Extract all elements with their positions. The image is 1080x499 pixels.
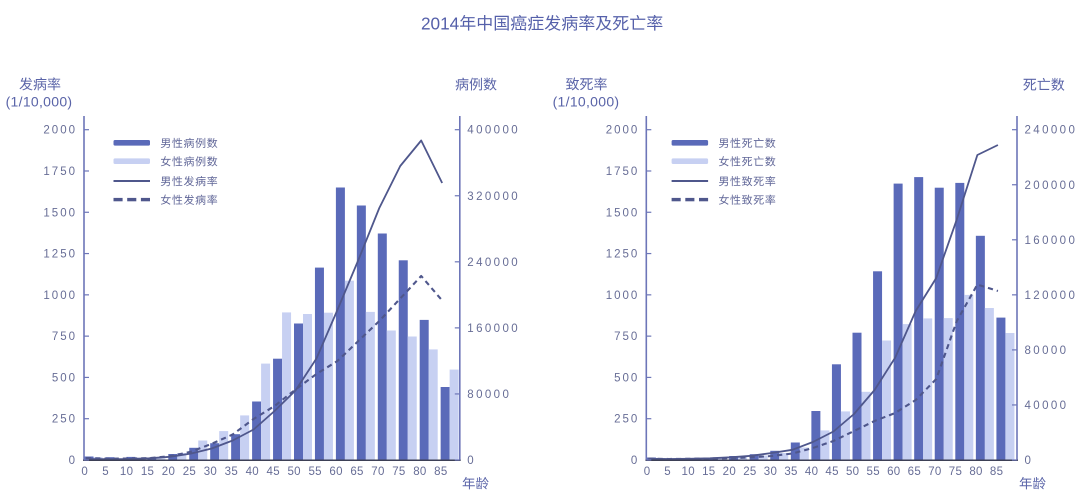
svg-text:25: 25 bbox=[183, 466, 196, 478]
svg-text:40: 40 bbox=[246, 466, 259, 478]
svg-text:85: 85 bbox=[990, 466, 1003, 478]
svg-text:120000: 120000 bbox=[1025, 290, 1078, 302]
svg-text:320000: 320000 bbox=[467, 191, 520, 203]
svg-text:1250: 1250 bbox=[43, 249, 77, 261]
svg-text:25: 25 bbox=[743, 466, 756, 478]
svg-text:500: 500 bbox=[52, 372, 77, 384]
svg-text:0: 0 bbox=[81, 466, 88, 478]
svg-text:750: 750 bbox=[52, 331, 77, 343]
svg-text:0: 0 bbox=[1025, 455, 1034, 467]
svg-text:80: 80 bbox=[413, 466, 426, 478]
svg-text:70: 70 bbox=[371, 466, 384, 478]
svg-text:240000: 240000 bbox=[467, 257, 520, 269]
svg-text:65: 65 bbox=[908, 466, 921, 478]
svg-text:70: 70 bbox=[928, 466, 941, 478]
svg-text:40000: 40000 bbox=[1025, 400, 1069, 412]
svg-text:50: 50 bbox=[287, 466, 300, 478]
svg-text:1000: 1000 bbox=[606, 290, 640, 302]
svg-text:40: 40 bbox=[805, 466, 818, 478]
svg-text:1500: 1500 bbox=[43, 207, 77, 219]
svg-text:55: 55 bbox=[308, 466, 321, 478]
svg-text:1000: 1000 bbox=[43, 290, 77, 302]
svg-text:1750: 1750 bbox=[606, 166, 640, 178]
svg-text:15: 15 bbox=[141, 466, 154, 478]
svg-text:250: 250 bbox=[52, 414, 77, 426]
svg-text:1500: 1500 bbox=[606, 207, 640, 219]
svg-text:0: 0 bbox=[69, 455, 77, 467]
svg-text:30: 30 bbox=[764, 466, 777, 478]
svg-text:1250: 1250 bbox=[606, 249, 640, 261]
svg-text:75: 75 bbox=[949, 466, 962, 478]
svg-text:65: 65 bbox=[350, 466, 363, 478]
svg-text:250: 250 bbox=[614, 414, 639, 426]
svg-text:240000: 240000 bbox=[1025, 125, 1078, 137]
svg-text:(1/10,000): (1/10,000) bbox=[6, 94, 73, 110]
svg-text:400000: 400000 bbox=[467, 125, 520, 137]
svg-text:45: 45 bbox=[825, 466, 838, 478]
svg-text:10: 10 bbox=[120, 466, 133, 478]
svg-text:5: 5 bbox=[102, 466, 109, 478]
svg-text:2000: 2000 bbox=[606, 125, 640, 137]
svg-text:160000: 160000 bbox=[1025, 235, 1078, 247]
svg-text:160000: 160000 bbox=[467, 323, 520, 335]
svg-text:0: 0 bbox=[467, 455, 476, 467]
svg-text:80: 80 bbox=[969, 466, 982, 478]
svg-text:0: 0 bbox=[644, 466, 651, 478]
svg-text:60: 60 bbox=[887, 466, 900, 478]
svg-text:(1/10,000): (1/10,000) bbox=[553, 94, 620, 110]
svg-text:20: 20 bbox=[162, 466, 175, 478]
svg-text:200000: 200000 bbox=[1025, 180, 1078, 192]
svg-text:0: 0 bbox=[631, 455, 639, 467]
svg-text:2000: 2000 bbox=[43, 125, 77, 137]
svg-text:750: 750 bbox=[614, 331, 639, 343]
svg-text:35: 35 bbox=[784, 466, 797, 478]
svg-text:30: 30 bbox=[204, 466, 217, 478]
svg-text:2014: 2014 bbox=[421, 13, 460, 33]
svg-text:45: 45 bbox=[267, 466, 280, 478]
svg-text:80000: 80000 bbox=[467, 389, 511, 401]
svg-text:15: 15 bbox=[702, 466, 715, 478]
svg-text:85: 85 bbox=[434, 466, 447, 478]
svg-text:10: 10 bbox=[682, 466, 695, 478]
svg-text:500: 500 bbox=[614, 372, 639, 384]
svg-text:1750: 1750 bbox=[43, 166, 77, 178]
svg-text:5: 5 bbox=[664, 466, 671, 478]
svg-text:75: 75 bbox=[392, 466, 405, 478]
svg-text:35: 35 bbox=[225, 466, 238, 478]
svg-text:60: 60 bbox=[329, 466, 342, 478]
svg-text:50: 50 bbox=[846, 466, 859, 478]
svg-text:55: 55 bbox=[867, 466, 880, 478]
svg-text:20: 20 bbox=[723, 466, 736, 478]
svg-text:80000: 80000 bbox=[1025, 345, 1069, 357]
